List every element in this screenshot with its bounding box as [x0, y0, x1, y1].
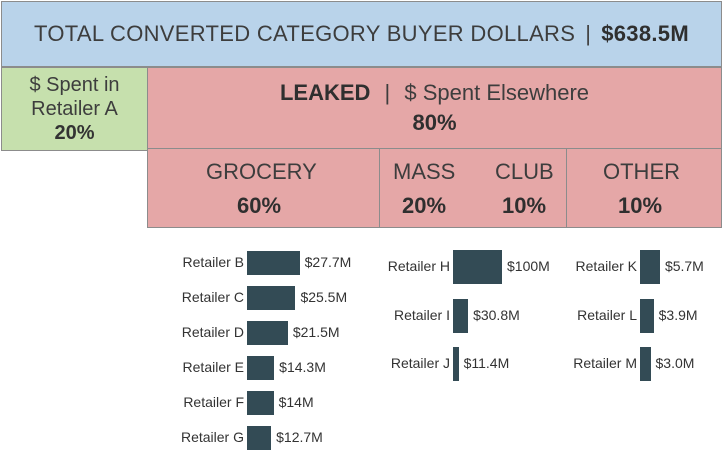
bar-label-retailer-f: Retailer F: [183, 394, 244, 410]
bar-value-retailer-f: $14M: [278, 394, 314, 410]
bar-retailer-j: [453, 347, 459, 381]
leaked-separator: |: [384, 80, 391, 105]
bar-value-retailer-c: $25.5M: [300, 289, 348, 305]
bar-label-retailer-h: Retailer H: [387, 258, 450, 274]
bar-retailer-c: [247, 286, 296, 310]
bar-label-retailer-l: Retailer L: [577, 307, 637, 323]
bar-value-retailer-l: $3.9M: [658, 307, 698, 323]
leaked-box: LEAKED | $ Spent Elsewhere 80%: [147, 67, 722, 149]
retailer-a-pct: 20%: [54, 122, 95, 144]
channel-grocery-pct: 60%: [237, 193, 282, 218]
bar-retailer-i: [453, 299, 469, 333]
bar-value-retailer-d: $21.5M: [292, 324, 340, 340]
bar-label-retailer-d: Retailer D: [181, 324, 244, 340]
retailer-a-line2: Retailer A: [31, 98, 118, 120]
channel-other-name: OTHER: [603, 159, 680, 184]
bar-value-retailer-h: $100M: [507, 258, 550, 274]
channel-mass-club: MASS 20% CLUB 10%: [379, 148, 567, 228]
bar-label-retailer-g: Retailer G: [180, 429, 244, 445]
bar-retailer-m: [640, 347, 651, 381]
retailer-a-box: $ Spent in Retailer A 20%: [1, 67, 148, 151]
leaked-sublabel: $ Spent Elsewhere: [404, 80, 590, 105]
channel-grocery: GROCERY 60%: [147, 148, 380, 228]
channel-other-pct: 10%: [618, 193, 663, 218]
channel-mass-pct: 20%: [402, 193, 447, 218]
total-label: TOTAL CONVERTED CATEGORY BUYER DOLLARS: [34, 21, 576, 46]
bar-value-retailer-k: $5.7M: [664, 258, 704, 274]
leaked-pct: 80%: [412, 110, 457, 135]
channel-grocery-name: GROCERY: [206, 159, 317, 184]
bar-label-retailer-j: Retailer J: [390, 355, 450, 371]
bar-value-retailer-b: $27.7M: [304, 254, 352, 270]
bar-value-retailer-m: $3.0M: [655, 355, 695, 371]
bar-label-retailer-c: Retailer C: [181, 289, 244, 305]
bar-retailer-l: [640, 299, 654, 333]
leaked-label: LEAKED: [279, 80, 371, 105]
channel-club-name: CLUB: [495, 159, 554, 184]
total-value: $638.5M: [601, 21, 689, 46]
bar-label-retailer-m: Retailer M: [573, 355, 637, 371]
bar-value-retailer-e: $14.3M: [279, 359, 326, 375]
total-separator: |: [585, 21, 592, 46]
bar-value-retailer-i: $30.8M: [473, 307, 520, 323]
bar-label-retailer-k: Retailer K: [575, 258, 637, 274]
total-banner: TOTAL CONVERTED CATEGORY BUYER DOLLARS |…: [1, 1, 722, 67]
bar-label-retailer-i: Retailer I: [393, 307, 450, 323]
bar-retailer-e: [247, 356, 275, 380]
bar-value-retailer-j: $11.4M: [463, 355, 510, 371]
bar-retailer-d: [247, 321, 288, 345]
retailer-a-line1: $ Spent in: [29, 74, 120, 96]
bar-retailer-g: [247, 426, 272, 450]
channel-mass-name: MASS: [393, 159, 456, 184]
bar-label-retailer-e: Retailer E: [182, 359, 244, 375]
bar-retailer-k: [640, 250, 660, 284]
bar-label-retailer-b: Retailer B: [182, 254, 244, 270]
channel-club-pct: 10%: [502, 193, 547, 218]
channel-other: OTHER 10%: [566, 148, 722, 228]
bar-value-retailer-g: $12.7M: [276, 429, 323, 445]
bar-retailer-f: [247, 391, 274, 415]
bar-retailer-b: [247, 251, 300, 275]
bar-retailer-h: [453, 250, 502, 284]
